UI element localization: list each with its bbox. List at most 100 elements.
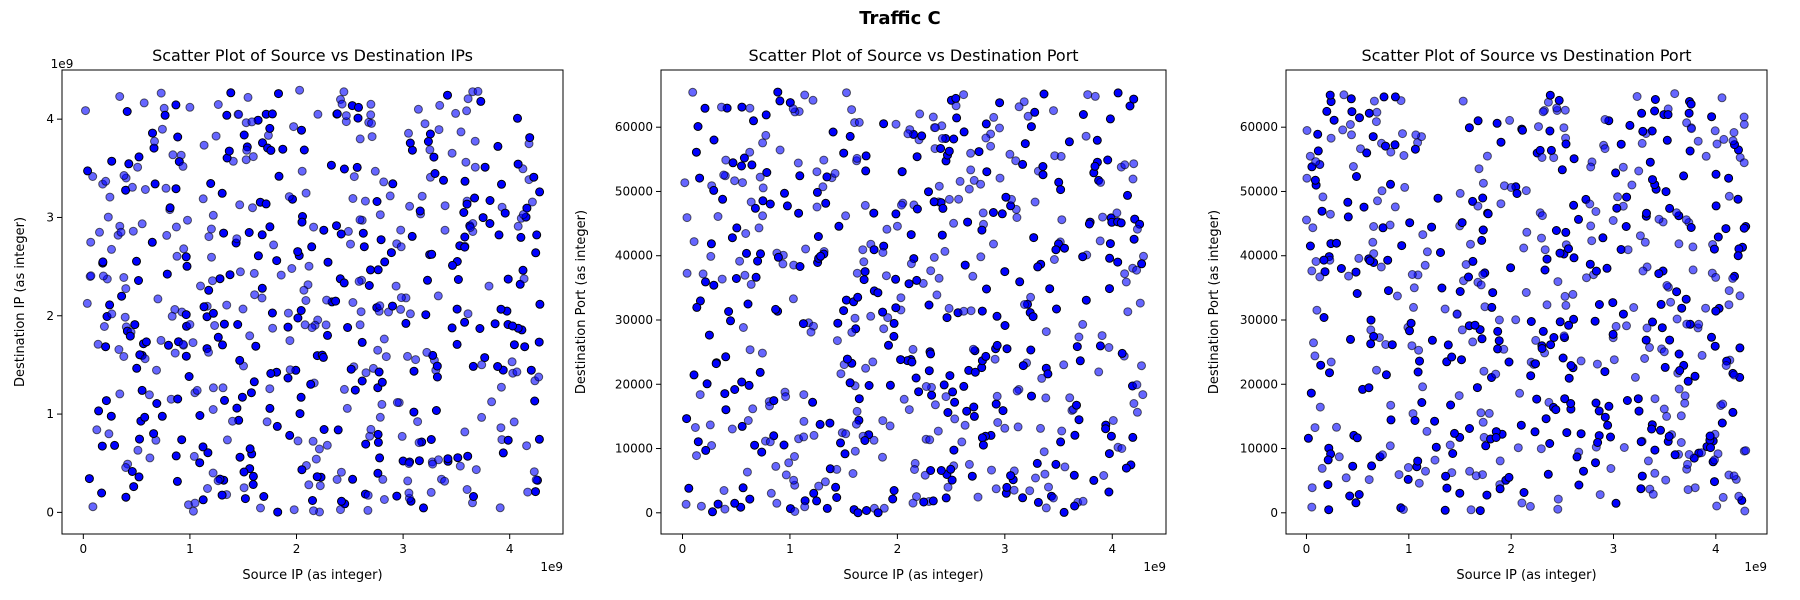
scatter-points <box>680 87 1148 518</box>
scatter-point <box>1454 391 1464 401</box>
y-tick-label: 50000 <box>615 184 653 198</box>
scatter-point <box>833 318 843 328</box>
scatter-point <box>724 307 734 316</box>
scatter-point <box>1656 299 1666 309</box>
scatter-point <box>1504 357 1514 367</box>
scatter-point <box>377 399 387 409</box>
scatter-point <box>293 436 303 446</box>
scatter-point <box>981 351 991 361</box>
scatter-point <box>1636 437 1646 447</box>
scatter-point <box>1422 426 1432 436</box>
scatter-point <box>1634 166 1644 176</box>
scatter-point <box>959 90 969 100</box>
scatter-point <box>1540 245 1550 255</box>
scatter-point <box>1600 115 1610 124</box>
scatter-point <box>1710 477 1719 487</box>
scatter-point <box>531 487 540 497</box>
scatter-point <box>1030 197 1040 207</box>
scatter-point <box>1686 99 1696 109</box>
scatter-point <box>452 304 462 314</box>
scatter-point <box>321 320 331 330</box>
scatter-point <box>185 102 195 112</box>
scatter-point <box>1561 300 1571 310</box>
scatter-point <box>465 223 475 232</box>
scatter-point <box>1315 272 1325 282</box>
scatter-point <box>960 420 970 430</box>
scatter-point <box>1684 450 1694 459</box>
scatter-point <box>750 440 760 450</box>
scatter-point <box>1041 393 1051 403</box>
scatter-point <box>110 440 120 450</box>
scatter-point <box>1352 172 1361 181</box>
scatter-point <box>1084 219 1094 229</box>
scatter-point <box>341 111 351 121</box>
scatter-point <box>494 230 504 240</box>
scatter-point <box>1676 411 1686 421</box>
scatter-point <box>1487 302 1497 312</box>
scatter-point <box>1564 320 1574 330</box>
scatter-point <box>1684 108 1694 118</box>
scatter-point <box>1386 415 1396 425</box>
chart-title: Scatter Plot of Source vs Destination Po… <box>1361 46 1691 65</box>
scatter-point <box>1662 411 1672 421</box>
scatter-point <box>226 88 236 98</box>
scatter-point <box>904 279 914 289</box>
scatter-point <box>1373 196 1382 206</box>
scatter-point <box>1078 252 1088 262</box>
scatter-point <box>147 237 157 247</box>
scatter-point <box>1659 404 1669 414</box>
scatter-point <box>706 239 716 249</box>
scatter-point <box>219 228 229 238</box>
x-tick-label: 0 <box>79 542 87 556</box>
scatter-point <box>1526 371 1536 381</box>
scatter-point <box>939 380 949 390</box>
scatter-point <box>269 240 279 250</box>
scatter-point <box>1351 498 1361 508</box>
scatter-point <box>208 468 218 478</box>
scatter-point <box>1465 466 1475 476</box>
scatter-point <box>157 124 167 134</box>
scatter-point <box>306 379 316 389</box>
scatter-point <box>183 215 192 225</box>
scatter-point <box>1125 101 1135 111</box>
scatter-point <box>1674 239 1684 249</box>
scatter-point <box>1606 464 1616 473</box>
scatter-point <box>709 280 719 290</box>
scatter-point <box>86 271 96 281</box>
scatter-point <box>1012 386 1022 396</box>
scatter-point <box>266 145 276 155</box>
scatter-point <box>471 465 481 475</box>
scatter-point <box>527 197 537 207</box>
scatter-point <box>477 412 487 422</box>
scatter-point <box>1302 126 1312 135</box>
scatter-point <box>495 503 505 513</box>
scatter-point <box>203 448 213 458</box>
scatter-point <box>788 294 798 304</box>
scatter-point <box>698 269 708 279</box>
scatter-point <box>1056 437 1066 447</box>
scatter-point <box>1482 490 1492 500</box>
scatter-point <box>211 131 221 141</box>
scatter-point <box>740 270 750 280</box>
scatter-point <box>1481 441 1491 451</box>
scatter-point <box>105 300 115 310</box>
scatter-point <box>1688 265 1698 275</box>
scatter-point <box>881 271 891 281</box>
scatter-point <box>1600 367 1610 377</box>
scatter-point <box>1138 390 1148 400</box>
scatter-point <box>237 392 247 402</box>
scatter-point <box>1513 443 1523 453</box>
scatter-point <box>475 324 485 333</box>
scatter-point <box>809 430 819 440</box>
scatter-point <box>453 275 463 284</box>
scatter-point <box>818 182 828 192</box>
scatter-point <box>809 488 819 498</box>
scatter-point <box>213 332 223 342</box>
scatter-point <box>346 239 355 249</box>
scatter-point <box>924 187 933 197</box>
scatter-point <box>781 470 791 480</box>
scatter-point <box>93 339 103 349</box>
scatter-point <box>1559 123 1569 133</box>
scatter-point <box>713 212 723 221</box>
scatter-point <box>680 178 690 188</box>
